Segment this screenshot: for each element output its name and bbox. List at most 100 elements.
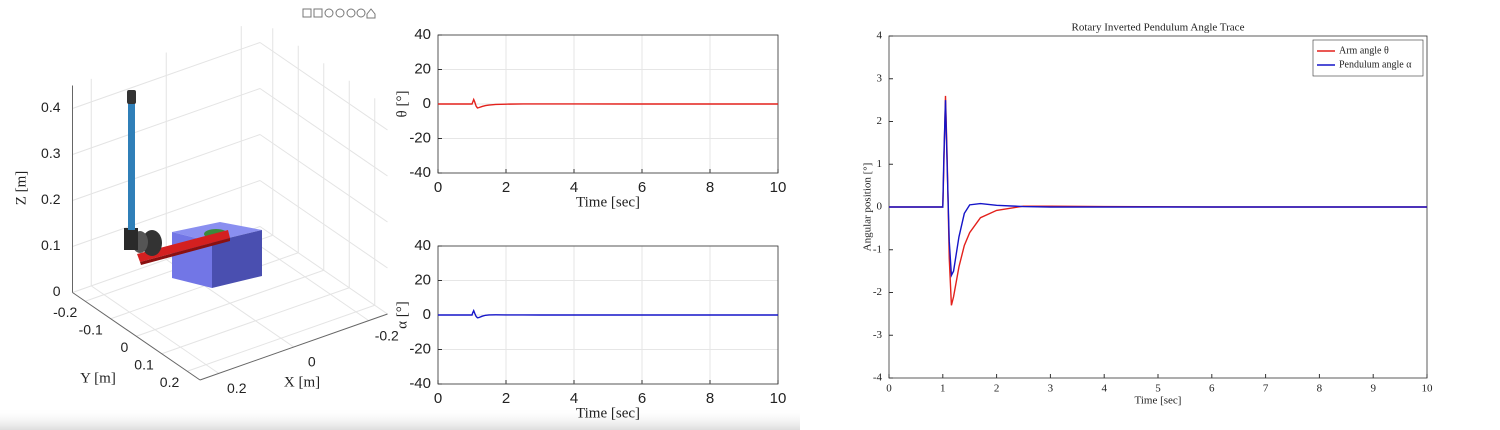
y-tick-label: 20	[414, 271, 431, 288]
tool-icon[interactable]	[366, 8, 376, 19]
x-tick-label: 10	[1422, 383, 1434, 395]
y-tick-label: -20	[409, 340, 431, 357]
x-tick-label: 8	[1317, 383, 1323, 395]
y-tick-label: 0.2	[160, 374, 180, 390]
x-tick-label: 0.2	[227, 380, 247, 396]
x-tick-label: 6	[1209, 383, 1215, 395]
x-axis-label: Time [sec]	[576, 194, 640, 210]
grid-line	[161, 287, 350, 355]
y-tick-label: 40	[414, 26, 431, 43]
toolbar	[302, 8, 376, 19]
legend-box	[1312, 39, 1424, 77]
legend-label: Arm angle θ	[1339, 45, 1389, 56]
z-tick-label: 0.4	[41, 99, 61, 115]
grid-line	[259, 134, 388, 223]
x-tick-label: 2	[502, 390, 510, 407]
y-tick-label: -20	[409, 129, 431, 146]
y-tick-label: -1	[873, 243, 882, 255]
y-tick-label: 0	[120, 339, 128, 355]
x-tick-label: 0	[434, 390, 442, 407]
x-tick-label: 3	[1048, 383, 1054, 395]
y-tick-label: 0	[877, 201, 883, 213]
pendulum-tip	[127, 90, 136, 104]
scene-3d: -0.200.2-0.2-0.100.10.200.10.20.30.4X [m…	[13, 26, 399, 396]
y-tick-label: -3	[873, 329, 883, 341]
y-tick-label: 40	[414, 237, 431, 254]
bottom-shadow	[0, 408, 800, 430]
y-tick-label: 1	[877, 158, 883, 170]
x-tick-label: 7	[1263, 383, 1269, 395]
x-tick-label: 0	[886, 383, 892, 395]
tool-icon[interactable]	[313, 8, 323, 18]
y-tick-label: 3	[877, 72, 883, 84]
y-tick-label: -40	[409, 164, 431, 181]
x-tick-label: 6	[638, 179, 646, 196]
grid-line	[259, 88, 388, 177]
tool-icon[interactable]	[302, 8, 312, 18]
y-tick-label: 0	[423, 95, 431, 112]
data-line	[889, 100, 1427, 279]
data-line	[438, 97, 778, 109]
x-tick-label: 1	[940, 383, 946, 395]
x-tick-label: 0	[308, 354, 316, 370]
x-axis-label: Time [sec]	[1135, 395, 1182, 407]
x-tick-label: 8	[706, 390, 714, 407]
y-axis-label: Y [m]	[80, 370, 116, 386]
pendulum-rod	[128, 100, 135, 230]
x-tick-label: 4	[1101, 383, 1107, 395]
grid-line	[72, 180, 261, 247]
z-tick-label: 0.1	[41, 237, 61, 253]
z-tick-label: 0.2	[41, 191, 61, 207]
y-tick-label: -0.1	[79, 321, 103, 337]
x-axis-label: X [m]	[284, 374, 320, 390]
x-tick-label: 8	[706, 179, 714, 196]
chart-title: Rotary Inverted Pendulum Angle Trace	[1072, 22, 1245, 34]
y-tick-label: -2	[873, 286, 882, 298]
x-tick-label: 10	[770, 179, 787, 196]
x-tick-label: 4	[570, 390, 578, 407]
cube-right	[212, 230, 262, 288]
y-tick-label: 4	[877, 30, 883, 42]
grid-line	[259, 226, 388, 315]
y-axis-label: Angular position [°]	[862, 163, 874, 252]
y-tick-label: 0.1	[134, 356, 154, 372]
grid-line	[136, 269, 324, 337]
grid-line	[187, 304, 375, 372]
y-tick-label: -40	[409, 375, 431, 392]
grid-line	[259, 180, 388, 269]
y-tick-label: -0.2	[53, 304, 77, 320]
encoder	[142, 230, 162, 256]
x-tick-label: 9	[1370, 383, 1376, 395]
x-tick-label: 6	[638, 390, 646, 407]
z-axis-label: Z [m]	[13, 171, 29, 206]
y-tick-label: 0	[423, 306, 431, 323]
y-tick-label: 20	[414, 60, 431, 77]
z-tick-label: 0.3	[41, 145, 61, 161]
grid-line	[72, 42, 261, 109]
x-tick-label: 5	[1155, 383, 1161, 395]
data-line	[438, 308, 778, 319]
y-axis-label: θ [°]	[394, 91, 410, 118]
x-tick-label: 2	[994, 383, 1000, 395]
x-tick-label: 0	[434, 179, 442, 196]
x-tick-label: 4	[570, 179, 578, 196]
x-tick-label: 10	[770, 390, 787, 407]
axis-line	[72, 292, 201, 381]
legend-label: Pendulum angle α	[1339, 59, 1412, 70]
y-axis-label: α [°]	[394, 301, 410, 329]
tool-icon[interactable]	[335, 8, 345, 18]
grid-line	[72, 134, 261, 201]
z-tick-label: 0	[53, 283, 61, 299]
tool-icon[interactable]	[324, 8, 334, 18]
tool-icon[interactable]	[346, 8, 356, 18]
arm	[137, 230, 230, 262]
x-tick-label: -0.2	[375, 327, 399, 343]
pivot	[124, 228, 138, 250]
robot-model	[124, 90, 262, 288]
grid-line	[259, 42, 388, 131]
axis-line	[199, 313, 388, 381]
tool-icon[interactable]	[356, 8, 366, 18]
y-tick-label: -4	[873, 372, 883, 384]
arm-edge	[140, 238, 230, 265]
